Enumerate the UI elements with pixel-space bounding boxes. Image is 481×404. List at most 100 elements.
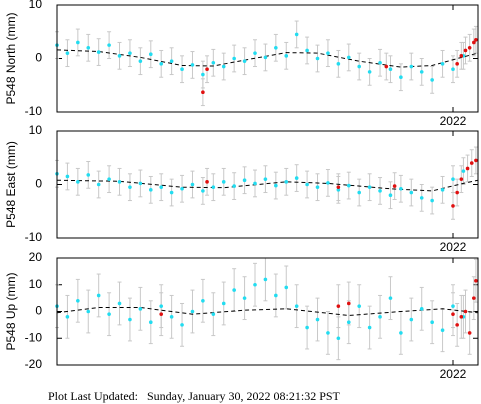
data-point (274, 293, 278, 298)
data-point (315, 56, 320, 61)
model-line (56, 179, 479, 192)
data-point (336, 336, 341, 341)
data-point (242, 296, 247, 300)
data-point (459, 177, 464, 181)
data-point (336, 188, 341, 192)
data-point (263, 55, 268, 60)
data-point (253, 51, 257, 55)
data-point (419, 196, 424, 200)
data-point (467, 331, 472, 335)
data-point (315, 317, 320, 322)
data-point (388, 296, 393, 300)
data-point (180, 67, 184, 71)
footer-label: Plot Last Updated: (48, 389, 138, 403)
data-point (409, 190, 414, 195)
data-point (465, 166, 470, 171)
data-point (128, 185, 132, 189)
data-point (169, 59, 174, 63)
data-point (201, 189, 205, 193)
data-point (117, 54, 122, 58)
data-point (378, 315, 382, 319)
data-point (117, 301, 122, 306)
data-point (169, 190, 174, 195)
data-point (284, 285, 289, 290)
data-point (378, 60, 382, 65)
data-point (128, 51, 132, 55)
data-point (399, 186, 403, 191)
data-point (211, 312, 216, 316)
data-point (159, 62, 164, 66)
data-point (378, 189, 382, 193)
data-point (205, 67, 209, 71)
data-point (221, 64, 226, 69)
y-tick-label: 0 (35, 51, 42, 65)
data-point (451, 204, 455, 208)
y-tick-label: 10 (29, 277, 43, 291)
data-point (205, 180, 209, 184)
data-point (201, 299, 205, 303)
data-point (117, 180, 122, 184)
data-point (263, 277, 268, 282)
data-point (357, 64, 362, 69)
data-point (86, 46, 91, 50)
data-point (472, 40, 476, 45)
data-point (346, 320, 351, 325)
data-point (367, 185, 372, 189)
data-point (242, 178, 247, 183)
data-point (180, 186, 184, 191)
data-point (211, 185, 216, 189)
data-point (159, 312, 164, 316)
data-point (472, 296, 476, 300)
data-point (159, 304, 164, 308)
y-tick-label: 0 (35, 177, 42, 191)
data-point (148, 52, 153, 57)
x-tick-label: 2022 (440, 240, 467, 254)
data-point (430, 320, 434, 325)
data-point (305, 325, 309, 330)
data-point (388, 67, 393, 71)
data-point (336, 62, 341, 66)
data-point (419, 307, 424, 311)
data-point (294, 176, 299, 180)
data-point (274, 183, 278, 188)
data-point (284, 54, 289, 58)
data-point (451, 312, 455, 316)
data-point (474, 158, 478, 163)
data-point (190, 63, 195, 67)
data-point (138, 59, 143, 63)
x-tick-label: 2022 (440, 114, 467, 128)
data-point (76, 180, 80, 184)
data-point (253, 282, 257, 287)
data-point (190, 182, 195, 187)
data-point (367, 325, 372, 330)
data-point (76, 40, 80, 45)
data-point (326, 181, 330, 185)
data-point (148, 320, 153, 325)
data-point (346, 55, 351, 60)
plot-frame (56, 130, 479, 239)
data-point (86, 173, 91, 177)
data-point (326, 51, 330, 55)
data-point (76, 299, 80, 303)
data-point (455, 323, 459, 327)
data-point (138, 181, 143, 186)
data-point (65, 174, 70, 179)
plot-frame (56, 257, 479, 366)
data-point (399, 75, 403, 80)
data-point (357, 190, 362, 195)
data-point (455, 62, 459, 66)
y-tick-label: 0 (35, 304, 42, 318)
data-point (180, 323, 184, 327)
data-point (459, 315, 464, 319)
data-point (463, 309, 468, 314)
data-point (284, 180, 289, 184)
data-point (357, 304, 362, 308)
data-point (263, 177, 268, 181)
data-point (96, 293, 101, 298)
data-point (384, 64, 389, 69)
data-point (294, 32, 299, 37)
data-point (451, 177, 455, 181)
data-point (305, 48, 309, 53)
footer-value: Sunday, January 30, 2022 08:21:32 PST (147, 389, 341, 403)
data-point (221, 180, 226, 184)
